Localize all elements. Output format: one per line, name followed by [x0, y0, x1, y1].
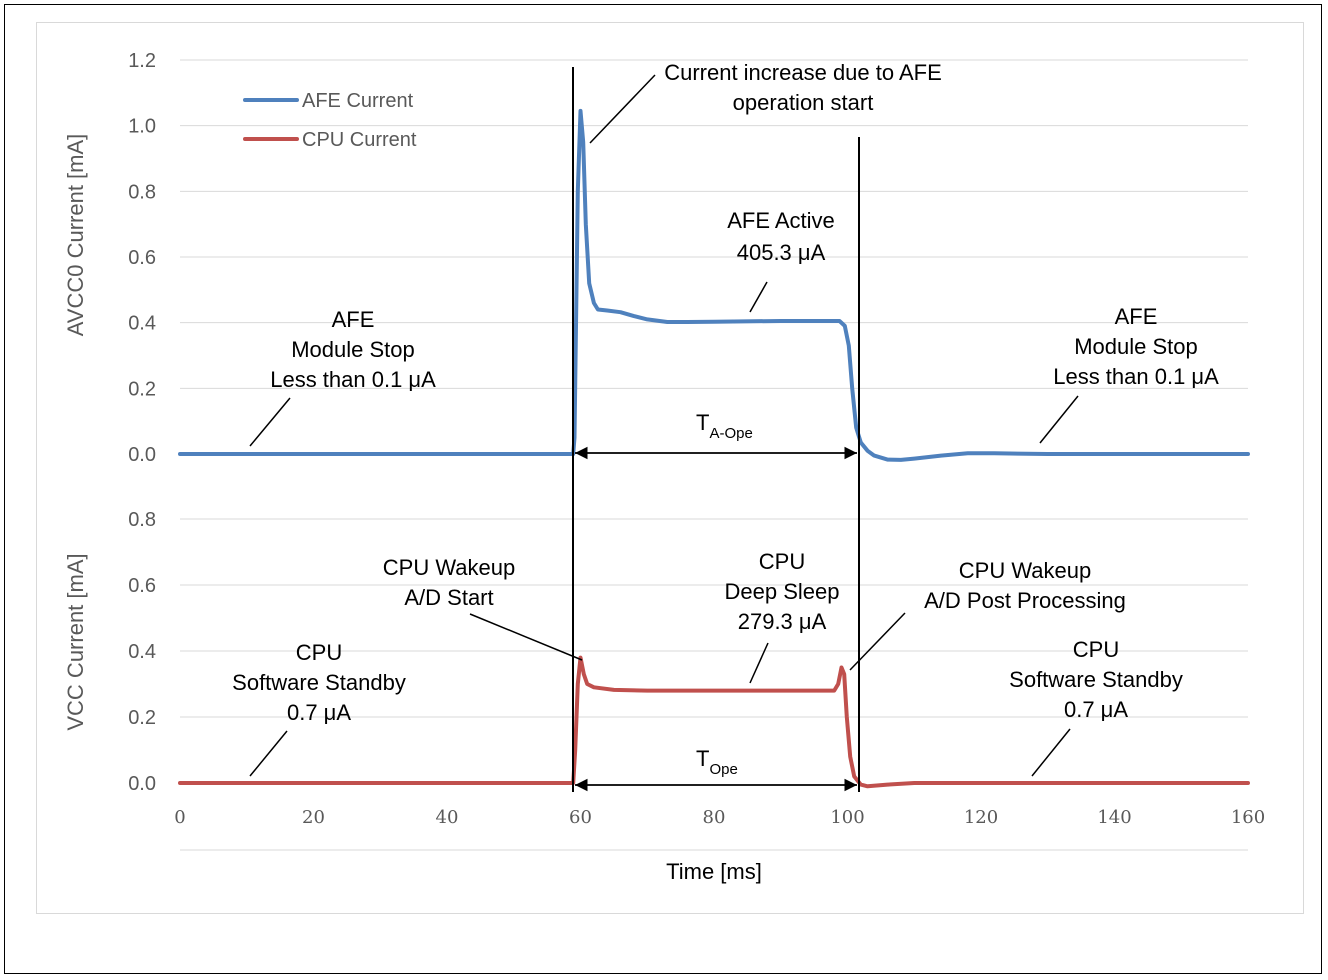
cpu-standby-right-annotation-line: CPU	[1073, 637, 1119, 662]
interval-label-subscript: A-Ope	[709, 425, 752, 442]
x-tick-label: 80	[703, 807, 726, 828]
afe-stop-right-annotation-line: Less than 0.1 μA	[1053, 364, 1219, 389]
cpu-wakeup-post-annotation-line: CPU Wakeup	[959, 558, 1091, 583]
legend: AFE Current CPU Current	[243, 90, 417, 151]
x-tick-label: 20	[302, 807, 325, 828]
afe-stop-left-annotation-line: Module Stop	[291, 337, 415, 362]
afe-active-annotation-line: AFE Active	[727, 208, 835, 233]
upper-y-tick-label: 1.0	[128, 116, 156, 138]
x-tick-label: 160	[1231, 807, 1265, 828]
afe-active-leader	[749, 281, 768, 313]
afe-stop-left-annotation-line: Less than 0.1 μA	[270, 367, 436, 392]
series-lines	[178, 108, 1250, 789]
legend-label: CPU Current	[302, 129, 417, 151]
annotations: Current increase due to AFE operation sta…	[232, 60, 1219, 725]
event-lines	[572, 67, 860, 792]
afe-stop-left-leader	[249, 397, 291, 447]
x-tick-label: 40	[436, 807, 459, 828]
x-tick-label: 120	[964, 807, 998, 828]
x-tick-label: 140	[1097, 807, 1131, 828]
lower-y-axis-title: VCC Current [mA]	[63, 553, 88, 730]
interval-label-subscript: Ope	[709, 761, 737, 778]
cpu-wakeup-post-annotation-line: A/D Post Processing	[924, 588, 1126, 613]
x-tick-labels: 0 20 40 60 80 100 120 140 160	[174, 807, 1265, 828]
cpu-standby-left-annotation-line: 0.7 μA	[287, 700, 351, 725]
cpu-wakeup-start-annotation-line: A/D Start	[404, 585, 493, 610]
cpu-wakeup-start-annotation-line: CPU Wakeup	[383, 555, 515, 580]
interval-label-main: T	[696, 410, 709, 435]
x-axis-title: Time [ms]	[666, 859, 762, 884]
afe-start-leader	[589, 74, 656, 144]
lower-y-tick-label: 0.0	[128, 773, 156, 795]
cpu-standby-left-leader	[249, 730, 288, 777]
x-tick-label: 0	[174, 807, 185, 828]
upper-y-tick-label: 1.2	[128, 50, 156, 72]
y-tick-labels: 0.0 0.2 0.4 0.6 0.8 1.0 1.2 0.2 0.4 0.6 0.8 0.0	[128, 50, 156, 795]
afe-operation-interval-label: TA-Ope	[696, 410, 753, 442]
lower-y-tick-label: 0.4	[128, 641, 156, 663]
cpu-standby-right-annotation-line: Software Standby	[1009, 667, 1183, 692]
afe-stop-right-annotation-line: Module Stop	[1074, 334, 1198, 359]
cpu-standby-left-annotation-line: Software Standby	[232, 670, 406, 695]
upper-y-tick-label: 0.6	[128, 247, 156, 269]
interval-label-main: T	[696, 746, 709, 771]
x-tick-label: 60	[569, 807, 592, 828]
cpu-standby-left-annotation-line: CPU	[296, 640, 342, 665]
lower-y-tick-label: 0.2	[128, 707, 156, 729]
lower-y-tick-label: 0.8	[128, 509, 156, 531]
afe-stop-right-annotation-line: AFE	[1115, 304, 1158, 329]
afe-current-line	[178, 108, 1250, 462]
cpu-operation-interval-label: TOpe	[696, 746, 738, 778]
afe-active-annotation-line: 405.3 μA	[737, 240, 826, 265]
upper-y-tick-label: 0.0	[128, 444, 156, 466]
afe-start-annotation-line: Current increase due to AFE	[664, 60, 942, 85]
afe-stop-right-leader	[1039, 395, 1079, 444]
lower-y-tick-label: 0.6	[128, 575, 156, 597]
cpu-deep-sleep-annotation-line: 279.3 μA	[738, 609, 827, 634]
cpu-standby-right-annotation-line: 0.7 μA	[1064, 697, 1128, 722]
figure-frame	[4, 4, 1322, 974]
cpu-deep-sleep-annotation-line: CPU	[759, 549, 805, 574]
afe-start-annotation-line: operation start	[733, 90, 874, 115]
chart-area	[36, 22, 1304, 914]
x-tick-label: 100	[830, 807, 864, 828]
cpu-wakeup-post-leader	[849, 612, 906, 671]
legend-label: AFE Current	[302, 90, 414, 112]
upper-y-axis-title: AVCC0 Current [mA]	[63, 134, 88, 337]
annotation-leaders	[249, 74, 1079, 777]
cpu-deep-sleep-leader	[749, 642, 769, 684]
upper-y-tick-label: 0.8	[128, 181, 156, 203]
upper-y-tick-label: 0.4	[128, 313, 156, 335]
gridlines	[180, 59, 1248, 851]
upper-y-tick-label: 0.2	[128, 378, 156, 400]
cpu-current-line	[178, 655, 1250, 789]
afe-stop-left-annotation-line: AFE	[332, 307, 375, 332]
cpu-standby-right-leader	[1031, 728, 1071, 777]
cpu-wakeup-start-leader	[469, 613, 583, 661]
cpu-deep-sleep-annotation-line: Deep Sleep	[725, 579, 840, 604]
